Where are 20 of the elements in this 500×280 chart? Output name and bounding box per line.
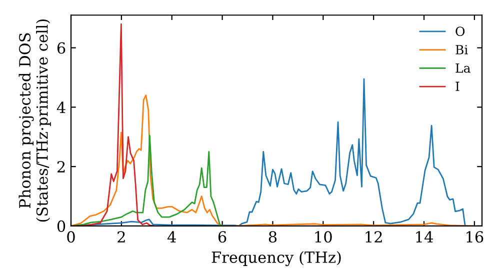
x-tick-label: 4 (167, 231, 176, 242)
legend-label: I (456, 82, 460, 91)
x-tick-label: 16 (466, 231, 484, 243)
y-tick-label: 0 (57, 220, 66, 232)
x-tick-label: 12 (366, 231, 382, 242)
x-tick-label: 6 (218, 231, 226, 243)
y-tick-label: 4 (56, 102, 66, 113)
legend-label: O (456, 26, 465, 36)
x-tick-label: 10 (315, 231, 332, 243)
x-tick-label: 2 (118, 231, 125, 242)
y-tick-label: 6 (57, 42, 66, 54)
line-series (71, 134, 223, 226)
y-axis-title: Phonon projected DOS (States/THz·primitive cell) (18, 20, 51, 222)
x-axis-title: Frequency (THz) (212, 251, 341, 266)
x-tick-label: 8 (268, 231, 277, 243)
x-tick-label: 0 (67, 231, 75, 243)
x-tick-label: 14 (416, 231, 433, 242)
y-tick-label: 2 (57, 161, 65, 172)
legend-label: Bi (456, 45, 468, 54)
legend-label: La (456, 63, 470, 73)
